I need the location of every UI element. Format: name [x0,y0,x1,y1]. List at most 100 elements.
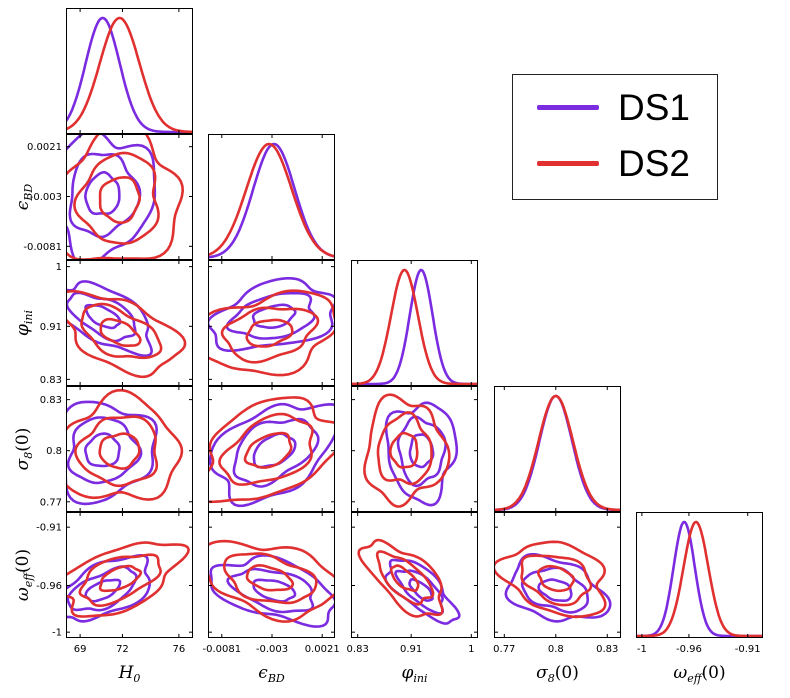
contour-sigma8-epsBD-DS2-level-1 [243,431,293,469]
contour-w_eff-phi_ini-DS1-level-1 [408,578,434,602]
marginal-sigma8-DS1 [494,394,621,512]
legend-line-ds1 [537,105,599,110]
contour-w_eff-epsBD-DS2-level-1 [245,564,295,592]
marginal-w_eff-DS1 [636,520,763,638]
contour-phi_ini-H0-DS1-level-3 [66,280,153,358]
x-tick-label-epsBD: 0.0021 [305,644,340,655]
contour-epsBD-H0-DS2-level-3 [66,134,184,260]
panel-sigma8-H0-plot-area [66,388,184,506]
x-tick-label-phi_ini: 0.91 [400,644,422,655]
contour-sigma8-phi_ini-DS2-level-2 [376,411,433,486]
legend: DS1 DS2 [512,74,718,200]
y-tick-label-epsBD: -0.003 [30,192,62,203]
y-tick-label-phi_ini: 0.83 [40,375,62,386]
contour-sigma8-H0-DS1-level-2 [66,416,143,485]
panel-sigma8-H0: 0.77 0.8 0.83 [40,386,193,512]
panel-epsBD-epsBD-plot-area [208,142,335,259]
contour-w_eff-phi_ini-DS1-level-2 [394,569,444,615]
panel-epsBD-H0: -0.0081 -0.003 0.0021 [23,134,193,260]
contour-phi_ini-H0-DS2-level-1 [99,317,142,347]
panel-H0-H0-frame [66,8,193,134]
contour-epsBD-H0-DS2-level-1 [98,176,141,224]
panel-sigma8-phi_ini-plot-area [363,393,459,508]
contour-w_eff-H0-DS2-level-1 [98,564,143,593]
y-tick-label-w_eff: -1 [52,628,62,639]
contour-w_eff-epsBD-DS1-level-2 [226,567,315,614]
marginal-sigma8-DS2 [494,394,621,512]
x-tick-label-sigma8: 0.83 [596,644,618,655]
y-tick-label-sigma8: 0.77 [40,497,62,508]
panel-w_eff-w_eff: -1 -0.96 -0.91 [636,512,763,655]
y-tick-label-epsBD: 0.0021 [27,142,62,153]
y-tick-label-sigma8: 0.83 [40,395,62,406]
y-axis-label-epsBD: ϵBD [13,184,35,211]
panel-phi_ini-phi_ini [351,260,478,386]
panel-w_eff-H0: 69 72 76 -1 -0.96 -0.91 [36,512,193,655]
contour-w_eff-epsBD-DS2-level-3 [208,539,335,623]
y-tick-label-w_eff: -0.91 [36,523,62,534]
panel-sigma8-sigma8-frame [494,386,621,512]
contour-w_eff-H0-DS2-level-2 [78,553,162,607]
panel-sigma8-epsBD-plot-area [208,396,335,508]
panel-w_eff-epsBD-plot-area [208,539,335,628]
x-tick-label-w_eff: -0.91 [735,644,761,655]
contour-epsBD-H0-DS1-level-2 [68,152,142,239]
marginal-phi_ini-DS1 [351,268,478,386]
panel-w_eff-w_eff-plot-area [636,520,763,638]
contour-sigma8-epsBD-DS2-level-2 [218,412,314,486]
y-axis-label-w_eff: ωeff(0) [13,549,35,601]
x-tick-label-phi_ini: 0.83 [347,644,369,655]
x-tick-label-w_eff: -0.96 [676,644,702,655]
contour-phi_ini-H0-DS2-level-3 [66,289,187,379]
panel-H0-H0 [66,8,193,134]
y-tick-label-epsBD: -0.0081 [23,242,62,253]
panel-w_eff-phi_ini-plot-area [357,538,461,625]
panel-phi_ini-epsBD-plot-area [208,277,335,377]
panel-w_eff-H0-frame [66,512,193,638]
panel-w_eff-w_eff-frame [636,512,763,638]
x-tick-label-sigma8: 0.77 [493,644,515,655]
panel-w_eff-H0-plot-area [66,541,190,623]
panel-w_eff-phi_ini: 0.83 0.91 1 [347,512,478,655]
legend-label-ds2: DS2 [618,143,690,184]
contour-sigma8-H0-DS1-level-1 [84,432,121,468]
contour-w_eff-sigma8-DS1-level-1 [537,578,573,602]
panel-phi_ini-H0: 0.83 0.91 1 [40,260,193,386]
x-axis-label-sigma8: σ8(0) [536,663,579,685]
contour-sigma8-H0-DS2-level-3 [66,388,184,501]
panel-phi_ini-H0-frame [66,260,193,386]
legend-label-ds1: DS1 [618,87,690,128]
contour-w_eff-sigma8-DS2-level-2 [520,554,593,607]
y-axis-label-sigma8: σ8(0) [13,428,35,471]
contour-sigma8-phi_ini-DS2-level-1 [389,431,419,469]
contour-sigma8-H0-DS2-level-2 [74,415,159,488]
contour-w_eff-sigma8-DS2-level-3 [494,540,607,619]
y-axis-label-phi_ini: φini [13,310,35,336]
y-tick-label-w_eff: -0.96 [36,581,62,592]
x-tick-label-epsBD: -0.0081 [202,644,241,655]
panel-w_eff-phi_ini-frame [351,512,478,638]
panel-w_eff-sigma8-plot-area [494,540,612,623]
panel-w_eff-epsBD: -0.0081 -0.003 0.0021 [202,512,340,655]
contour-w_eff-H0-DS2-level-3 [66,541,190,618]
x-tick-label-phi_ini: 1 [468,644,474,655]
panel-H0-H0-plot-area [66,16,193,134]
contour-sigma8-epsBD-DS1-level-2 [232,417,320,488]
contour-sigma8-phi_ini-DS1-level-3 [384,401,459,507]
contour-phi_ini-epsBD-DS2-level-2 [220,306,320,364]
panel-phi_ini-phi_ini-frame [351,260,478,386]
x-tick-label-H0: 72 [116,644,129,655]
panel-sigma8-H0-frame [66,386,193,512]
contour-sigma8-phi_ini-DS1-level-2 [396,415,447,488]
y-tick-label-phi_ini: 1 [56,262,62,273]
marginal-w_eff-DS2 [636,520,763,638]
contour-w_eff-phi_ini-DS2-level-1 [389,564,420,592]
y-tick-label-phi_ini: 0.91 [40,322,62,333]
marginal-epsBD-DS1 [208,142,335,259]
panel-sigma8-sigma8 [494,386,621,512]
contour-phi_ini-epsBD-DS1-level-3 [208,277,335,352]
panel-sigma8-epsBD [208,386,335,512]
x-axis-label-H0: H0 [118,663,141,685]
contour-phi_ini-epsBD-DS1-level-1 [251,303,297,329]
